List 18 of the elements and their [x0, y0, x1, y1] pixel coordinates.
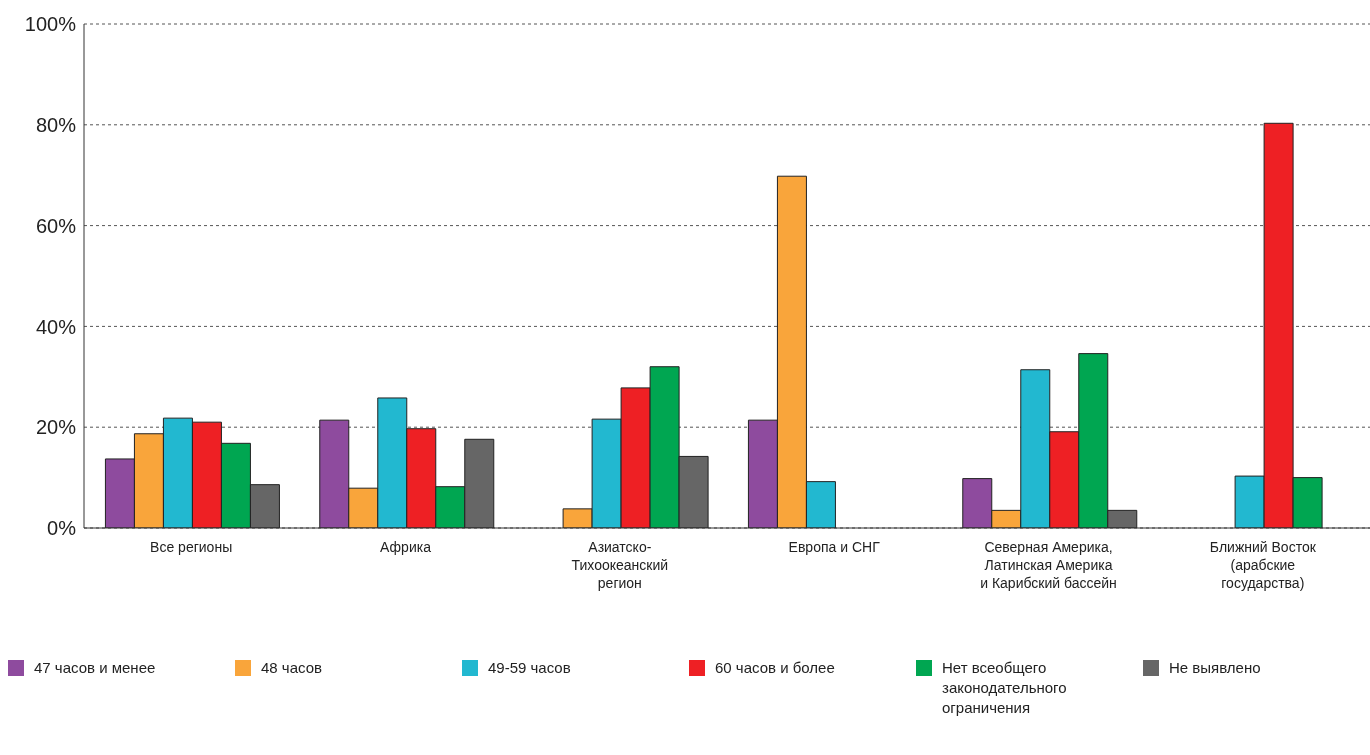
x-tick-label: Ближний Восток (арабские государства): [1209, 539, 1317, 591]
y-tick-label: 80%: [35, 113, 77, 136]
y-tick-label: 0%: [47, 517, 77, 540]
legend-label: 60 часов и более: [715, 658, 835, 678]
legend-label: Нет всеобщего законодательного ограничения: [942, 658, 1067, 718]
y-tick-label: 60%: [35, 214, 77, 237]
legend-label: 49-59 часов: [488, 658, 571, 678]
x-tick-label: Африка: [380, 539, 432, 555]
x-tick-label: Северная Америка, Латинская Америка и Карибский бассейн: [980, 539, 1117, 591]
legend-label: 48 часов: [261, 658, 322, 678]
y-tick-label: 100%: [24, 13, 77, 36]
x-tick-label: Азиатско- Тихоокеанский регион: [571, 539, 669, 591]
legend-label: 47 часов и менее: [34, 658, 156, 678]
y-tick-label: 20%: [35, 416, 77, 439]
legend-label: Не выявлено: [1169, 658, 1261, 678]
x-tick-label: Европа и СНГ: [788, 539, 881, 555]
y-tick-label: 40%: [35, 315, 77, 338]
x-tick-label: Все регионы: [150, 539, 233, 555]
